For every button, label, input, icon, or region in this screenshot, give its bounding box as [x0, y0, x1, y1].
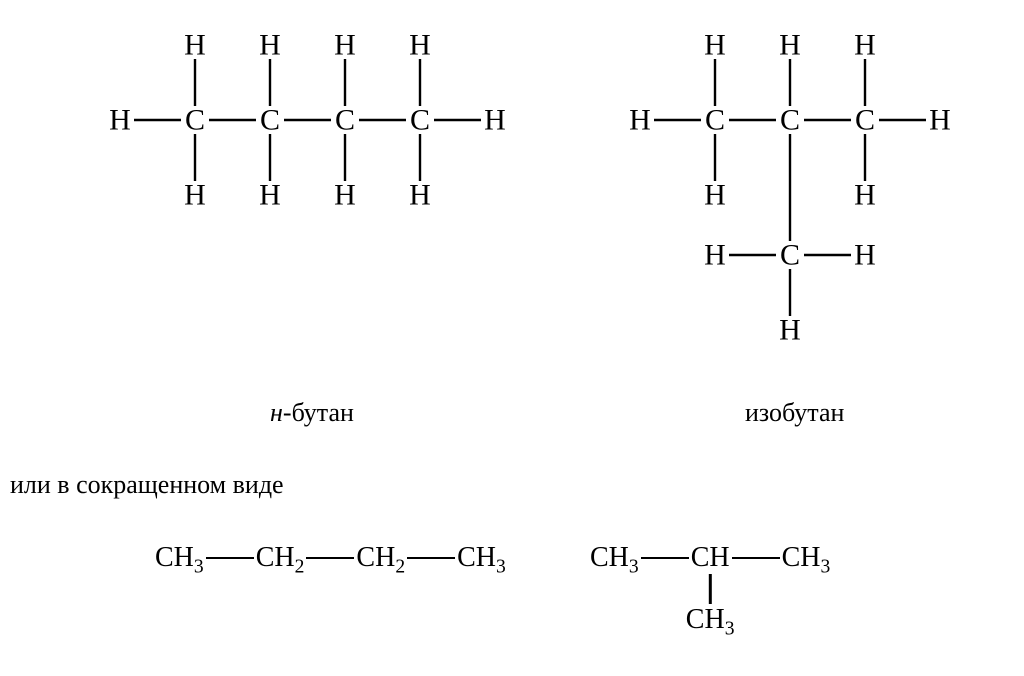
atom-H: H — [854, 239, 876, 272]
molecule-diagram: CCCCHHHHHHHHHHCCCCHHHHHHHHHH — [0, 0, 1024, 676]
condensed-isobutane: CH3 CHCH3 CH3 — [590, 542, 830, 579]
atom-H: H — [409, 29, 431, 62]
atom-H: H — [184, 29, 206, 62]
atom-H: H — [259, 179, 281, 212]
atom-H: H — [929, 104, 951, 137]
atom-C: C — [260, 104, 280, 137]
atom-C: C — [855, 104, 875, 137]
group: CH3 — [457, 542, 506, 573]
intro-text: или в сокращенном виде — [10, 470, 284, 500]
atom-H: H — [704, 29, 726, 62]
atom-H: H — [704, 239, 726, 272]
atom-H: H — [779, 29, 801, 62]
atom-H: H — [629, 104, 651, 137]
nbutane-label: н-бутан — [270, 398, 354, 428]
group: CH3 — [782, 542, 831, 573]
bond-line — [206, 557, 254, 559]
atom-H: H — [854, 179, 876, 212]
group: CH2 — [356, 542, 405, 573]
atom-C: C — [185, 104, 205, 137]
atom-H: H — [334, 29, 356, 62]
bond-line — [732, 557, 780, 559]
atom-C: C — [335, 104, 355, 137]
atom-C: C — [705, 104, 725, 137]
condensed-nbutane: CH3 CH2 CH2 CH3 — [155, 542, 506, 579]
bond-line — [709, 574, 711, 604]
atom-H: H — [704, 179, 726, 212]
atom-C: C — [410, 104, 430, 137]
bond-line — [306, 557, 354, 559]
atom-C: C — [780, 104, 800, 137]
atom-H: H — [184, 179, 206, 212]
atom-H: H — [109, 104, 131, 137]
isobutane-label: изобутан — [745, 398, 844, 428]
bond-line — [407, 557, 455, 559]
atom-H: H — [334, 179, 356, 212]
group: CHCH3 — [691, 542, 730, 574]
group: CH3 — [686, 604, 735, 641]
atom-C: C — [780, 239, 800, 272]
atom-H: H — [779, 314, 801, 347]
atom-H: H — [854, 29, 876, 62]
group: CH3 — [155, 542, 204, 573]
bond-line — [641, 557, 689, 559]
group: CH2 — [256, 542, 305, 573]
atom-H: H — [484, 104, 506, 137]
atom-H: H — [409, 179, 431, 212]
group: CH3 — [590, 542, 639, 573]
atom-H: H — [259, 29, 281, 62]
